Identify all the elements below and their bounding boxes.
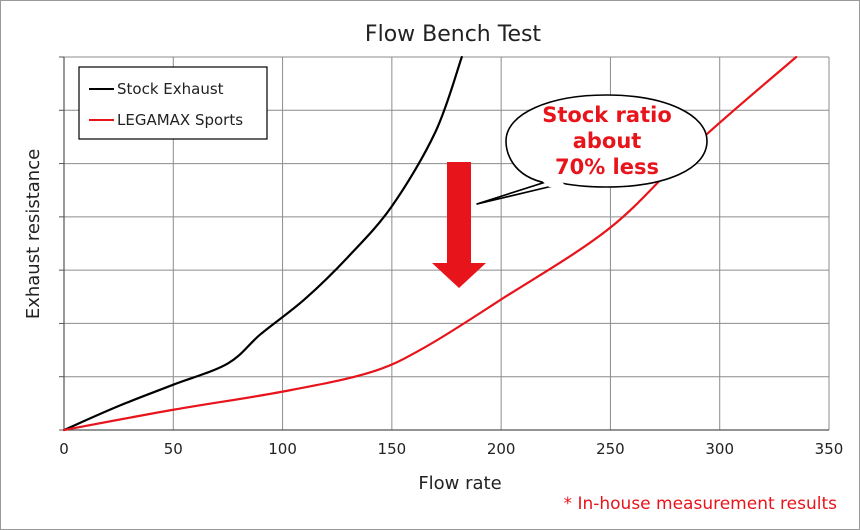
x-tick-label: 100 xyxy=(268,440,297,458)
gridlines xyxy=(64,56,830,430)
down-arrow-icon xyxy=(432,162,486,288)
chart-title: Flow Bench Test xyxy=(365,22,542,47)
axes xyxy=(59,56,829,431)
legend: Stock Exhaust LEGAMAX Sports xyxy=(78,66,268,140)
series-line-0 xyxy=(62,55,463,432)
x-tick-label: 200 xyxy=(487,440,516,458)
x-tick-label: 50 xyxy=(164,440,183,458)
x-tick-label: 0 xyxy=(59,440,69,458)
legend-label-stock: Stock Exhaust xyxy=(117,80,224,98)
x-tick-label: 250 xyxy=(596,440,625,458)
x-axis-label: Flow rate xyxy=(418,473,501,494)
annotation-line-2: about xyxy=(573,129,642,153)
x-tick-label: 300 xyxy=(705,440,734,458)
annotation-bubble: Stock ratio about 70% less xyxy=(476,94,708,205)
annotation-line-3: 70% less xyxy=(555,155,659,179)
x-tick-label: 150 xyxy=(378,440,407,458)
x-tick-labels: 0 50 100 150 200 250 300 350 xyxy=(59,440,843,458)
y-axis-label: Exhaust resistance xyxy=(23,149,44,319)
legend-label-legamax: LEGAMAX Sports xyxy=(117,111,243,129)
annotation-line-1: Stock ratio xyxy=(542,103,672,127)
footnote: * In-house measurement results xyxy=(563,494,837,514)
x-tick-label: 350 xyxy=(815,440,844,458)
